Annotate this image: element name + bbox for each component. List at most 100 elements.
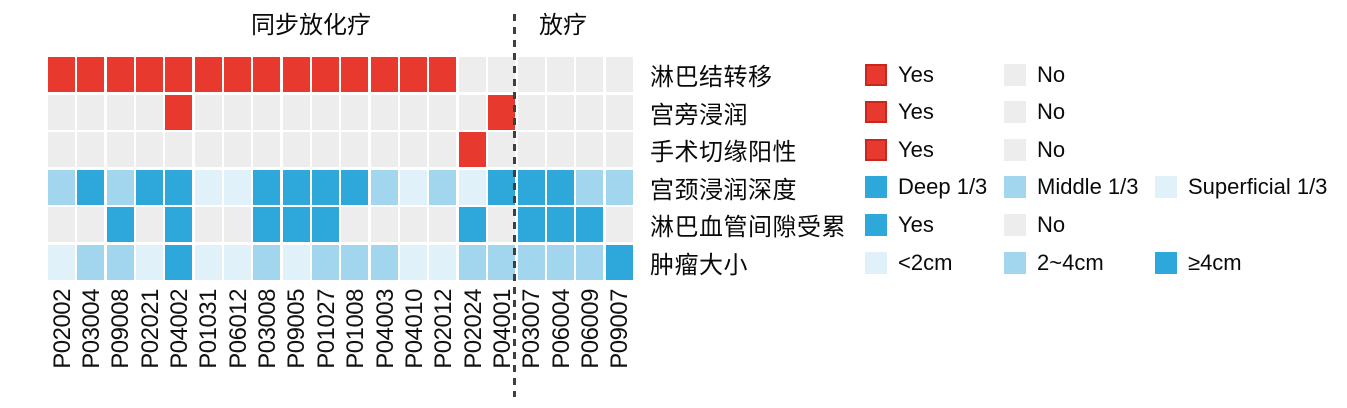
heatmap-cell — [253, 132, 281, 168]
patient-label: P02012 — [430, 289, 459, 389]
patient-label-text: P04002 — [166, 289, 194, 369]
heatmap-cell — [546, 57, 574, 92]
heatmap-cell — [576, 244, 604, 280]
patient-label-text: P03004 — [78, 289, 106, 369]
legend-swatch — [1004, 213, 1026, 236]
patient-label: P09008 — [107, 289, 136, 389]
patient-label: P09005 — [283, 289, 312, 389]
patient-label-text: P04010 — [400, 289, 428, 369]
legend-label: Yes — [898, 211, 934, 237]
heatmap-cell — [605, 132, 633, 168]
legend-label: No — [1037, 61, 1066, 87]
heatmap-cell — [517, 207, 545, 243]
heatmap-cell — [136, 94, 164, 130]
heatmap-cell — [458, 207, 486, 243]
heatmap-cell — [106, 244, 134, 280]
legend-row: Deep 1/3 Middle 1/3 Superficial 1/3 — [865, 170, 1347, 205]
heatmap-cell — [605, 244, 633, 280]
heatmap-cell — [400, 132, 428, 168]
heatmap-cell — [194, 207, 222, 243]
patient-label-text: P06009 — [576, 289, 604, 369]
heatmap-cell — [77, 132, 105, 168]
legend-item: ≥4cm — [1155, 245, 1242, 280]
legend-item: No — [1004, 207, 1065, 242]
heatmap-cell — [136, 57, 164, 92]
heatmap-cell — [341, 57, 369, 92]
group-title-chemoradiotherapy: 同步放化疗 — [251, 12, 371, 39]
heatmap-cell — [546, 169, 574, 205]
legend-swatch — [865, 213, 887, 236]
legend-swatch — [1004, 251, 1026, 274]
legend-swatch — [865, 176, 887, 199]
heatmap-cell — [370, 207, 398, 243]
legend-item: Yes — [865, 132, 934, 167]
legend-label: No — [1037, 136, 1066, 162]
heatmap-cell — [400, 207, 428, 243]
heatmap-cell — [136, 169, 164, 205]
patient-label-text: P04001 — [488, 289, 516, 369]
heatmap-cell — [576, 57, 604, 92]
patient-label: P02002 — [48, 289, 77, 389]
heatmap-cell — [488, 207, 516, 243]
heatmap-cell — [605, 169, 633, 205]
patient-label-text: P04003 — [371, 289, 399, 369]
legend-label: ≥4cm — [1188, 249, 1242, 275]
heatmap-cell — [312, 57, 340, 92]
heatmap-cell — [546, 207, 574, 243]
heatmap-cell — [488, 132, 516, 168]
heatmap-cell — [517, 132, 545, 168]
row-label: 淋巴血管间隙受累 — [650, 214, 846, 242]
heatmap-cell — [224, 169, 252, 205]
patient-label: P06004 — [547, 289, 576, 389]
heatmap-cell — [517, 94, 545, 130]
heatmap-cell — [77, 94, 105, 130]
heatmap-cell — [312, 94, 340, 130]
row-label: 肿瘤大小 — [650, 252, 748, 279]
patient-label: P06012 — [224, 289, 253, 389]
heatmap-cell — [400, 169, 428, 205]
heatmap-cell — [370, 94, 398, 130]
patient-label-text: P01031 — [195, 289, 223, 369]
heatmap-cell — [194, 169, 222, 205]
heatmap-cell — [341, 244, 369, 280]
heatmap-cell — [488, 244, 516, 280]
heatmap-cell — [605, 207, 633, 243]
heatmap-cell — [488, 169, 516, 205]
group-title-radiotherapy: 放疗 — [539, 12, 587, 39]
patient-label: P02024 — [459, 289, 488, 389]
legend-row: Yes No — [865, 95, 1347, 130]
legend-swatch — [865, 251, 887, 274]
heatmap-cell — [576, 169, 604, 205]
heatmap-cell — [224, 132, 252, 168]
patient-label-text: P01027 — [312, 289, 340, 369]
legend-label: <2cm — [898, 249, 953, 275]
legend-label: 2~4cm — [1037, 249, 1104, 275]
patient-label: P03007 — [518, 289, 547, 389]
patient-label-text: P02024 — [459, 289, 487, 369]
heatmap-grid — [48, 57, 633, 280]
heatmap-cell — [136, 132, 164, 168]
legend-row: Yes No — [865, 207, 1347, 242]
heatmap-cell — [48, 57, 75, 92]
heatmap-cell — [605, 94, 633, 130]
heatmap-cell — [341, 207, 369, 243]
legend-item: No — [1004, 57, 1065, 92]
heatmap-cell — [546, 94, 574, 130]
legend-label: No — [1037, 99, 1066, 125]
heatmap-cell — [282, 169, 310, 205]
legend-label: No — [1037, 211, 1066, 237]
patient-label: P04010 — [400, 289, 429, 389]
patient-label-text: P09005 — [283, 289, 311, 369]
legend-item: <2cm — [865, 245, 952, 280]
heatmap-cell — [576, 207, 604, 243]
legend-label: Middle 1/3 — [1037, 174, 1139, 200]
heatmap-cell — [77, 244, 105, 280]
patient-label: P09007 — [606, 289, 635, 389]
heatmap-cell — [370, 57, 398, 92]
legend-swatch — [1004, 176, 1026, 199]
heatmap-cell — [224, 94, 252, 130]
heatmap-cell — [370, 244, 398, 280]
patient-label-text: P06012 — [224, 289, 252, 369]
heatmap-cell — [106, 57, 134, 92]
heatmap-cell — [429, 94, 457, 130]
